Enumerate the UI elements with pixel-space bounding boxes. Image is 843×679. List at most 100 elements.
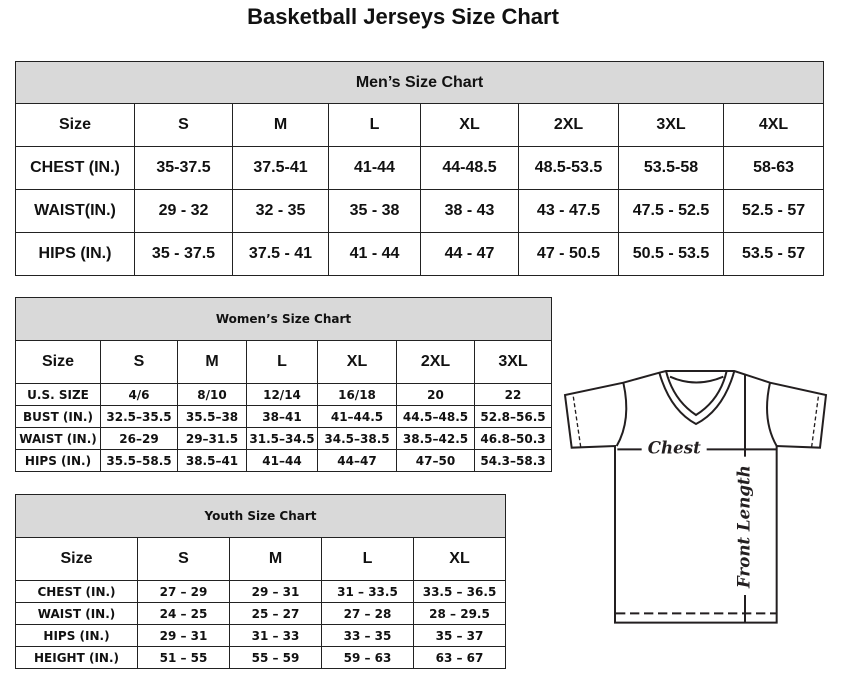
size-header-cell: 3XL	[618, 103, 724, 147]
table-row: WAIST (IN.) 24 – 25 25 – 27 27 – 28 28 – 29.…	[15, 602, 507, 625]
table-cell: 38.5–41	[177, 449, 247, 472]
table-cell: 26–29	[100, 427, 178, 450]
size-header-cell: XL	[412, 537, 507, 581]
table-cell: 31 – 33.5	[321, 580, 414, 603]
table-cell: 25 – 27	[229, 602, 322, 625]
table-cell: 47–50	[396, 449, 475, 472]
table-cell: 33.5 – 36.5	[412, 580, 507, 603]
table-cell: 58-63	[722, 146, 825, 190]
table-cell: 54.3–58.3	[474, 449, 552, 472]
table-cell: 8/10	[177, 383, 247, 406]
table-row: CHEST (IN.) 27 – 29 29 – 31 31 – 33.5 33.5 –…	[15, 580, 507, 603]
row-label: CHEST (IN.)	[15, 146, 135, 190]
table-row: WAIST(IN.) 29 - 32 32 - 35 35 - 38 38 - 43 43…	[15, 189, 825, 233]
table-cell: 35.5–38	[177, 405, 247, 428]
table-cell: 29 – 31	[229, 580, 322, 603]
table-cell: 44-48.5	[420, 146, 519, 190]
table-cell: 27 – 28	[321, 602, 414, 625]
table-cell: 16/18	[317, 383, 397, 406]
table-cell: 29 - 32	[134, 189, 233, 233]
table-cell: 20	[396, 383, 475, 406]
size-header-cell: L	[328, 103, 421, 147]
row-label: BUST (IN.)	[15, 405, 101, 428]
table-cell: 12/14	[246, 383, 318, 406]
table-cell: 43 - 47.5	[518, 189, 619, 233]
table-cell: 33 – 35	[321, 624, 414, 647]
table-cell: 35 – 37	[412, 624, 507, 647]
chest-label: Chest	[648, 437, 701, 457]
table-cell: 47 - 50.5	[518, 232, 619, 276]
row-label: HIPS (IN.)	[15, 624, 138, 647]
table-cell: 53.5 - 57	[722, 232, 825, 276]
table-cell: 44.5–48.5	[396, 405, 475, 428]
row-label: HIPS (IN.)	[15, 232, 135, 276]
table-row: HIPS (IN.) 29 – 31 31 – 33 33 – 35 35 – 37	[15, 624, 507, 647]
table-cell: 35 - 37.5	[134, 232, 233, 276]
table-cell: 41 - 44	[328, 232, 421, 276]
table-cell: 52.8–56.5	[474, 405, 552, 428]
table-cell: 41-44	[328, 146, 421, 190]
size-header-row: Size S M L XL 2XL 3XL 4XL	[15, 103, 825, 147]
size-header-cell: 2XL	[396, 340, 475, 384]
table-cell: 4/6	[100, 383, 178, 406]
row-label: WAIST(IN.)	[15, 189, 135, 233]
table-row: CHEST (IN.) 35-37.5 37.5-41 41-44 44-48.5 48.…	[15, 146, 825, 190]
table-cell: 22	[474, 383, 552, 406]
table-row: HIPS (IN.) 35.5–58.5 38.5–41 41–44 44–47 47–5…	[15, 449, 552, 472]
size-header-row: Size S M L XL 2XL 3XL	[15, 340, 552, 384]
size-header-cell: XL	[317, 340, 397, 384]
row-label: U.S. SIZE	[15, 383, 101, 406]
table-cell: 41–44	[246, 449, 318, 472]
size-header-cell: S	[100, 340, 178, 384]
table-row: BUST (IN.) 32.5–35.5 35.5–38 38–41 41–44.5 44…	[15, 405, 552, 428]
size-header-cell: M	[232, 103, 329, 147]
row-label: Size	[15, 340, 101, 384]
page-title: Basketball Jerseys Size Chart	[247, 4, 559, 29]
row-label: WAIST (IN.)	[15, 427, 101, 450]
mens-size-table: Men’s Size Chart Size S M L XL 2XL 3XL 4XL CHEST …	[14, 61, 825, 276]
row-label: HEIGHT (IN.)	[15, 646, 138, 669]
women-chart-heading: Women’s Size Chart	[15, 297, 552, 341]
row-label: CHEST (IN.)	[15, 580, 138, 603]
table-cell: 31.5–34.5	[246, 427, 318, 450]
table-cell: 34.5–38.5	[317, 427, 397, 450]
row-label: Size	[15, 103, 135, 147]
table-cell: 59 – 63	[321, 646, 414, 669]
table-cell: 38.5–42.5	[396, 427, 475, 450]
table-cell: 55 – 59	[229, 646, 322, 669]
table-row: U.S. SIZE 4/6 8/10 12/14 16/18 20 22	[15, 383, 552, 406]
table-row: HEIGHT (IN.) 51 – 55 55 – 59 59 – 63 63 – 67	[15, 646, 507, 669]
table-cell: 44 - 47	[420, 232, 519, 276]
size-header-cell: 4XL	[722, 103, 825, 147]
table-cell: 44–47	[317, 449, 397, 472]
table-cell: 37.5-41	[232, 146, 329, 190]
table-cell: 35-37.5	[134, 146, 233, 190]
table-cell: 32 - 35	[232, 189, 329, 233]
table-cell: 41–44.5	[317, 405, 397, 428]
table-cell: 48.5-53.5	[518, 146, 619, 190]
shirt-outline-icon	[563, 370, 828, 624]
table-cell: 38 - 43	[420, 189, 519, 233]
table-cell: 37.5 - 41	[232, 232, 329, 276]
table-cell: 27 – 29	[137, 580, 230, 603]
table-cell: 35 - 38	[328, 189, 421, 233]
table-cell: 47.5 - 52.5	[618, 189, 724, 233]
youth-size-table: Youth Size Chart Size S M L XL CHEST (IN.) 27 –…	[14, 494, 507, 669]
size-header-cell: L	[321, 537, 414, 581]
table-cell: 32.5–35.5	[100, 405, 178, 428]
table-cell: 35.5–58.5	[100, 449, 178, 472]
size-header-cell: L	[246, 340, 318, 384]
men-chart-heading: Men’s Size Chart	[14, 61, 825, 104]
table-cell: 31 – 33	[229, 624, 322, 647]
size-header-cell: 2XL	[518, 103, 619, 147]
size-header-cell: S	[137, 537, 230, 581]
table-cell: 29–31.5	[177, 427, 247, 450]
table-cell: 50.5 - 53.5	[618, 232, 724, 276]
table-cell: 28 – 29.5	[412, 602, 507, 625]
row-label: HIPS (IN.)	[15, 449, 101, 472]
table-cell: 24 – 25	[137, 602, 230, 625]
youth-chart-heading: Youth Size Chart	[14, 494, 507, 538]
size-header-cell: M	[229, 537, 322, 581]
table-cell: 51 – 55	[137, 646, 230, 669]
front-length-label: Front Length	[733, 465, 753, 589]
